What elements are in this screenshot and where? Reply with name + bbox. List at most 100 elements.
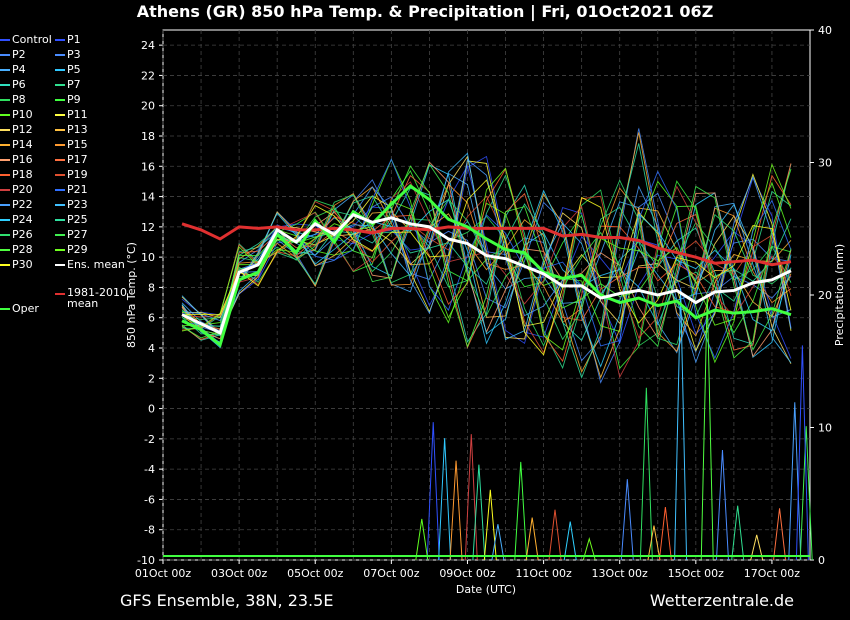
precip-spike bbox=[647, 525, 661, 561]
legend-swatch bbox=[55, 54, 65, 56]
y2-axis-label: Precipitation (mm) bbox=[833, 244, 846, 346]
legend-swatch bbox=[0, 39, 10, 41]
legend-label: P8 bbox=[12, 93, 26, 106]
x-tick-label: 01Oct 00z bbox=[135, 567, 192, 580]
legend-swatch bbox=[55, 174, 65, 176]
legend-item: P10 bbox=[0, 108, 33, 122]
x-tick-label: 03Oct 00z bbox=[211, 567, 268, 580]
y2-tick-label: 30 bbox=[818, 157, 832, 170]
precip-spike bbox=[773, 508, 787, 561]
x-tick-label: 09Oct 00z bbox=[439, 567, 496, 580]
legend-item: P25 bbox=[55, 213, 88, 227]
legend-label: 1981-2010 mean bbox=[67, 285, 127, 310]
member-line bbox=[181, 195, 792, 354]
precip-spike bbox=[491, 524, 505, 561]
legend-item: P20 bbox=[0, 183, 33, 197]
legend-item: P23 bbox=[55, 198, 88, 212]
legend-label: P4 bbox=[12, 63, 26, 76]
precip-spike bbox=[438, 438, 452, 561]
legend-item: P7 bbox=[55, 78, 81, 92]
y-tick-label: -2 bbox=[144, 433, 155, 446]
legend-label: P20 bbox=[12, 183, 33, 196]
ens-mean-line bbox=[181, 212, 792, 335]
legend-label: P7 bbox=[67, 78, 81, 91]
legend-label: P10 bbox=[12, 108, 33, 121]
legend-label: P16 bbox=[12, 153, 33, 166]
legend-swatch bbox=[0, 99, 10, 101]
y-tick-label: 18 bbox=[141, 130, 155, 143]
y-tick-label: 20 bbox=[141, 100, 155, 113]
legend-item: P16 bbox=[0, 153, 33, 167]
legend-swatch bbox=[55, 99, 65, 101]
legend-item: Oper bbox=[0, 302, 39, 316]
legend-swatch bbox=[0, 144, 10, 146]
legend-item: P17 bbox=[55, 153, 88, 167]
legend-label: P13 bbox=[67, 123, 88, 136]
x-tick-label: 15Oct 00z bbox=[668, 567, 725, 580]
legend-swatch bbox=[55, 114, 65, 116]
legend-item: P26 bbox=[0, 228, 33, 242]
legend-swatch bbox=[0, 189, 10, 191]
legend-swatch bbox=[55, 69, 65, 71]
model-caption: GFS Ensemble, 38N, 23.5E bbox=[120, 591, 334, 610]
legend-swatch bbox=[0, 204, 10, 206]
precip-spike bbox=[795, 345, 809, 561]
x-tick-label: 17Oct 00z bbox=[744, 567, 801, 580]
legend-swatch bbox=[55, 292, 65, 295]
legend-swatch bbox=[55, 234, 65, 236]
member-line bbox=[181, 189, 792, 368]
legend-swatch bbox=[55, 84, 65, 86]
y-tick-label: 14 bbox=[141, 191, 155, 204]
legend-label: P12 bbox=[12, 123, 33, 136]
climate-mean-line bbox=[181, 222, 792, 267]
member-line bbox=[181, 132, 792, 373]
chart-title: Athens (GR) 850 hPa Temp. & Precipitatio… bbox=[137, 2, 714, 22]
precip-spike bbox=[799, 426, 813, 561]
legend-item: P27 bbox=[55, 228, 88, 242]
legend-label: P14 bbox=[12, 138, 33, 151]
precip-spike bbox=[525, 517, 539, 561]
precip-spike bbox=[620, 479, 634, 561]
legend-item: P2 bbox=[0, 48, 26, 62]
legend-swatch bbox=[55, 249, 65, 251]
member-line bbox=[181, 172, 792, 354]
legend-label: Oper bbox=[12, 301, 39, 315]
legend-swatch bbox=[55, 144, 65, 146]
x-tick-label: 05Oct 00z bbox=[287, 567, 344, 580]
legend-swatch bbox=[55, 129, 65, 131]
legend-item: P13 bbox=[55, 123, 88, 137]
legend-label: P24 bbox=[12, 213, 33, 226]
legend-item: P5 bbox=[55, 63, 81, 77]
legend-label: P9 bbox=[67, 93, 81, 106]
legend-item: P14 bbox=[0, 138, 33, 152]
legend-item: P22 bbox=[0, 198, 33, 212]
legend-swatch bbox=[55, 204, 65, 206]
y-tick-label: 24 bbox=[141, 39, 155, 52]
y-tick-label: 12 bbox=[141, 221, 155, 234]
precip-spike bbox=[472, 464, 486, 561]
legend-label: P17 bbox=[67, 153, 88, 166]
member-line bbox=[181, 193, 792, 379]
legend-item: P9 bbox=[55, 93, 81, 107]
y2-tick-label: 40 bbox=[818, 24, 832, 37]
y2-tick-label: 10 bbox=[818, 422, 832, 435]
precip-spike bbox=[674, 288, 688, 561]
y-tick-label: -8 bbox=[144, 524, 155, 537]
legend-item: P29 bbox=[55, 243, 88, 257]
legend-label: P29 bbox=[67, 243, 88, 256]
legend-label: P1 bbox=[67, 33, 81, 46]
legend-label: Control bbox=[12, 33, 52, 46]
y-tick-label: 16 bbox=[141, 160, 155, 173]
y-tick-label: -10 bbox=[137, 554, 155, 567]
legend-item: P15 bbox=[55, 138, 88, 152]
y-tick-label: -6 bbox=[144, 493, 155, 506]
legend-item: P28 bbox=[0, 243, 33, 257]
legend-item: P3 bbox=[55, 48, 81, 62]
legend-item: P8 bbox=[0, 93, 26, 107]
legend-label: Ens. mean bbox=[67, 258, 125, 271]
y-tick-label: 22 bbox=[141, 69, 155, 82]
y2-tick-label: 0 bbox=[818, 554, 825, 567]
legend-swatch bbox=[0, 159, 10, 161]
legend-swatch bbox=[0, 219, 10, 221]
